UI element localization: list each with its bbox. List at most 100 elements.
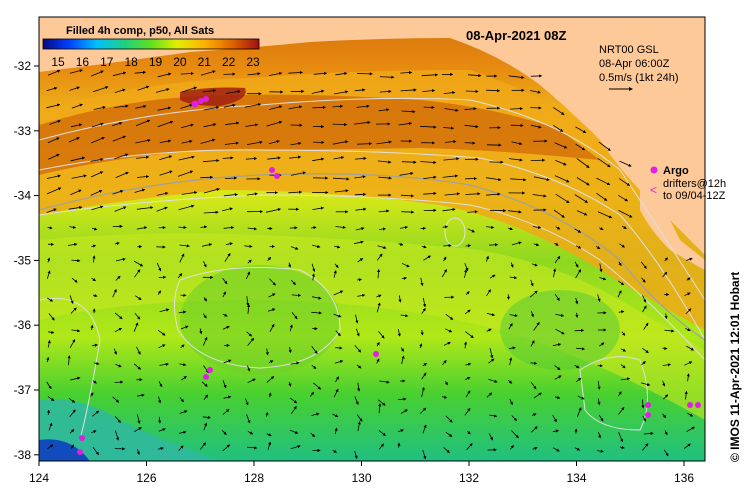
current-arrow bbox=[114, 380, 124, 384]
colorbar: Filled 4h comp, p50, All Sats 15 16 17 18 19… bbox=[42, 25, 260, 69]
current-arrow bbox=[554, 142, 568, 149]
current-arrow bbox=[333, 90, 349, 95]
current-arrow bbox=[686, 345, 695, 351]
current-arrow bbox=[686, 257, 693, 261]
current-arrow bbox=[136, 414, 141, 424]
current-arrow bbox=[180, 103, 193, 109]
current-arrow bbox=[533, 392, 542, 399]
current-arrow bbox=[376, 268, 381, 279]
current-arrow bbox=[354, 450, 358, 459]
current-arrow bbox=[245, 156, 258, 161]
current-arrow bbox=[533, 321, 540, 331]
current-arrow bbox=[223, 359, 232, 364]
current-arrow bbox=[377, 160, 392, 164]
shelf-break bbox=[39, 173, 705, 341]
current-arrow bbox=[379, 89, 392, 94]
current-arrow bbox=[378, 176, 392, 180]
current-arrow bbox=[355, 314, 359, 324]
current-arrow bbox=[353, 120, 371, 125]
current-arrow bbox=[155, 88, 170, 93]
current-arrow bbox=[400, 194, 415, 198]
current-arrow bbox=[224, 176, 238, 180]
current-arrow bbox=[46, 297, 54, 302]
current-arrow bbox=[357, 278, 362, 282]
current-arrow bbox=[664, 257, 668, 262]
current-arrow bbox=[465, 192, 481, 196]
current-arrow bbox=[642, 305, 647, 313]
current-arrow bbox=[90, 324, 94, 331]
current-arrow bbox=[376, 358, 380, 364]
current-arrow bbox=[683, 443, 691, 449]
current-arrow bbox=[312, 157, 325, 162]
current-arrow bbox=[617, 290, 622, 298]
current-arrow bbox=[486, 89, 501, 93]
current-arrow bbox=[46, 86, 58, 92]
current-arrow bbox=[135, 104, 147, 109]
current-arrow bbox=[267, 441, 272, 450]
current-arrow bbox=[511, 141, 523, 146]
current-arrow bbox=[619, 445, 625, 450]
current-arrow bbox=[421, 372, 427, 380]
current-arrow bbox=[397, 329, 401, 337]
y-axis: -32 -33 -34 -35 -36 -37 -38 bbox=[14, 59, 39, 462]
current-arrow bbox=[467, 73, 482, 78]
current-arrow bbox=[422, 424, 427, 434]
current-arrow bbox=[511, 415, 518, 422]
current-arrow bbox=[618, 310, 625, 314]
current-arrow bbox=[662, 271, 668, 278]
current-arrow bbox=[115, 257, 126, 262]
current-arrow bbox=[401, 110, 416, 114]
current-arrow bbox=[91, 122, 104, 128]
current-arrow bbox=[246, 331, 253, 337]
current-arrow bbox=[401, 262, 410, 268]
current-arrow bbox=[332, 449, 338, 453]
current-arrow bbox=[70, 156, 86, 162]
current-arrow bbox=[247, 337, 255, 346]
current-arrow bbox=[555, 160, 567, 166]
current-arrow bbox=[486, 392, 493, 398]
current-arrow bbox=[378, 443, 385, 450]
current-arrow bbox=[576, 158, 590, 168]
current-arrow bbox=[684, 390, 688, 400]
current-arrow bbox=[90, 157, 104, 162]
current-arrow bbox=[335, 330, 341, 337]
current-arrow bbox=[574, 364, 580, 369]
current-arrow bbox=[575, 143, 586, 151]
current-arrow bbox=[465, 89, 479, 93]
current-arrow bbox=[488, 358, 495, 364]
current-arrow bbox=[290, 445, 301, 450]
current-arrow bbox=[378, 403, 382, 414]
current-arrow bbox=[596, 192, 608, 201]
current-arrow bbox=[533, 243, 540, 247]
current-arrow bbox=[157, 290, 162, 295]
current-arrow bbox=[202, 159, 220, 163]
current-arrow bbox=[445, 313, 454, 320]
current-arrow bbox=[552, 447, 560, 452]
current-arrow bbox=[309, 391, 315, 397]
current-arrow bbox=[464, 141, 476, 145]
current-arrow bbox=[68, 397, 76, 403]
current-arrow bbox=[640, 261, 647, 270]
current-arrow bbox=[268, 360, 274, 364]
colorbar-gradient bbox=[42, 38, 260, 50]
current-arrow bbox=[642, 295, 647, 303]
colorbar-tick-label: 20 bbox=[173, 55, 187, 69]
current-arrow bbox=[69, 409, 76, 418]
current-arrow bbox=[177, 170, 194, 177]
current-arrow bbox=[92, 410, 100, 417]
current-arrow bbox=[157, 120, 174, 128]
current-arrow bbox=[68, 205, 83, 210]
current-arrow bbox=[70, 376, 81, 381]
current-arrow bbox=[156, 191, 169, 196]
current-arrow bbox=[532, 413, 537, 417]
current-arrow bbox=[596, 449, 604, 453]
current-arrow bbox=[597, 381, 601, 390]
current-arrow bbox=[376, 140, 392, 145]
current-arrow bbox=[90, 190, 103, 196]
current-arrow bbox=[159, 362, 169, 366]
current-arrow bbox=[642, 443, 649, 451]
current-arrow bbox=[552, 268, 557, 278]
current-arrow bbox=[465, 377, 471, 380]
current-arrow bbox=[641, 361, 646, 366]
current-arrow bbox=[114, 312, 123, 320]
